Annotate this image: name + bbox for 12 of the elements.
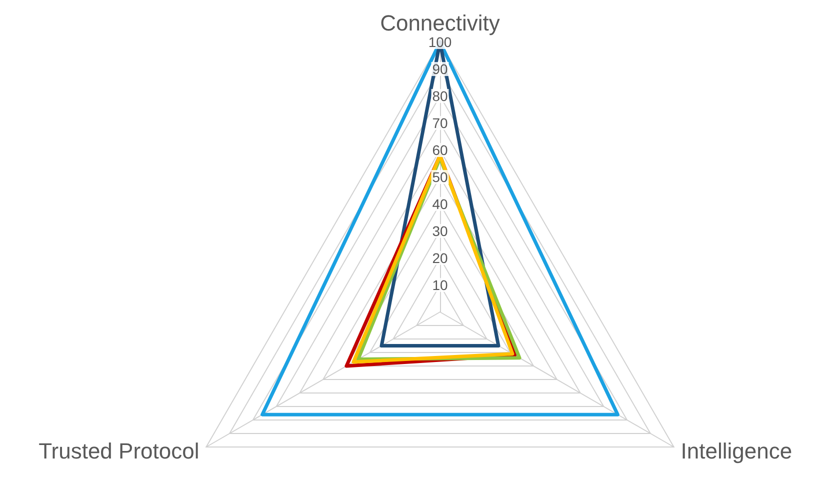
spoke-label: Connectivity	[380, 10, 500, 36]
y-tick-label: 80	[432, 88, 448, 104]
y-tick-label: 30	[432, 223, 448, 239]
y-tick-label: 60	[432, 142, 448, 158]
y-tick-label: 50	[432, 169, 448, 185]
y-tick-label: 40	[432, 196, 448, 212]
y-tick-label: 70	[432, 115, 448, 131]
y-tick-label: 10	[432, 277, 448, 293]
y-tick-label: 20	[432, 250, 448, 266]
y-tick-label: 90	[432, 61, 448, 77]
spoke-label: Intelligence	[680, 438, 792, 464]
spoke-label: Trusted Protocol	[38, 438, 200, 464]
